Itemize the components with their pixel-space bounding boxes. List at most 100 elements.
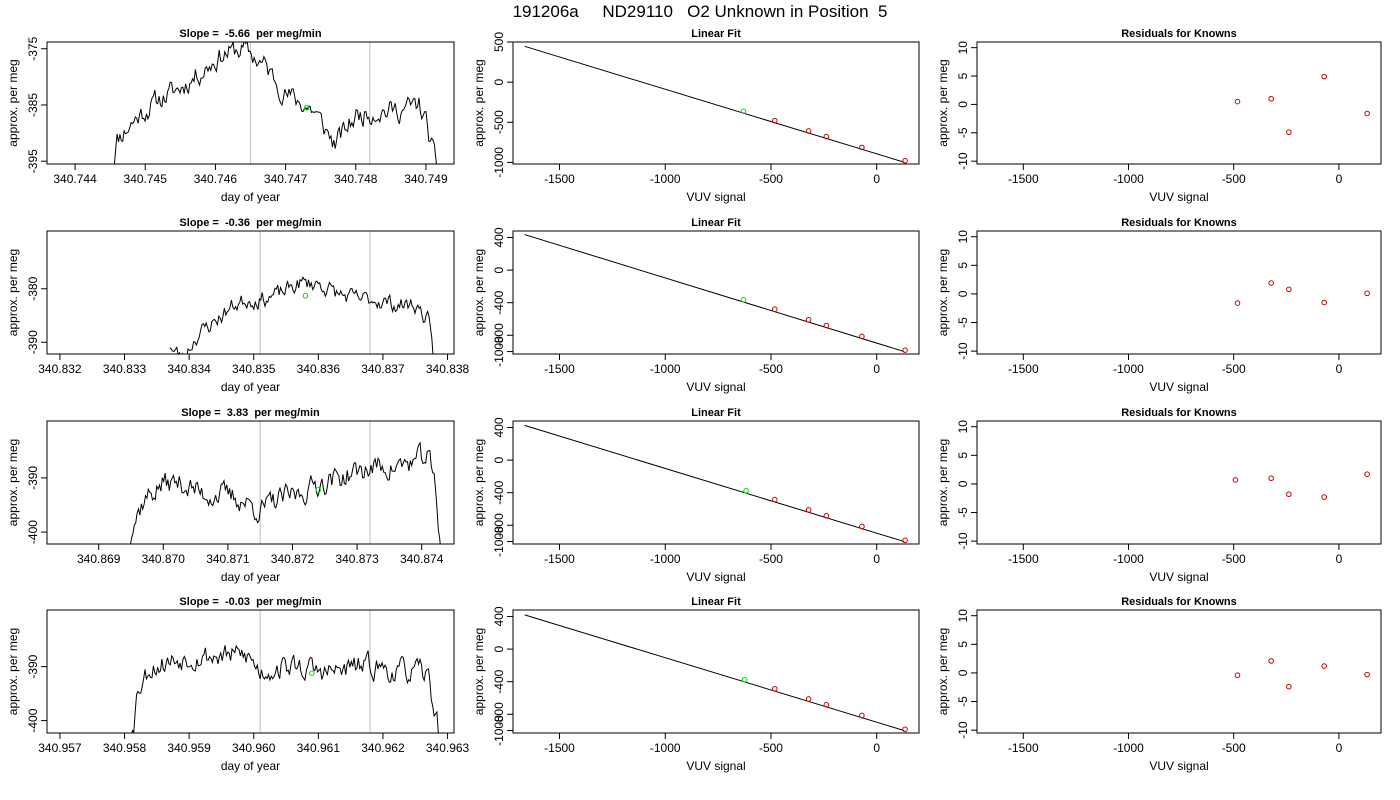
y-tick-label: -5: [956, 507, 970, 518]
y-axis-label: approx. per meg: [936, 249, 950, 336]
panel-11: Linear Fit-1500 -1000 -500 0-1000-800-40004…: [472, 596, 920, 773]
y-tick-label: -5: [956, 317, 970, 328]
panel-2: Linear Fit -1500 -1000 -500 0 -1000 -500 0 500 VU…: [472, 28, 920, 204]
y-tick-label: 0: [956, 101, 970, 108]
y-tick-label: 10: [956, 41, 970, 55]
known-point: [771, 117, 778, 124]
x-tick-label: 0: [1336, 741, 1343, 755]
y-tick-label: -400: [26, 708, 40, 732]
x-tick-label: 340.832: [38, 362, 82, 376]
y-tick-label: -400: [492, 669, 506, 693]
plot-frame: [46, 420, 455, 545]
x-tick-label: -1500: [1008, 172, 1039, 186]
signal-trace: [131, 644, 440, 733]
plot-area: [1234, 280, 1370, 306]
known-point: [859, 712, 865, 719]
unknown-point: [743, 488, 749, 494]
x-axis-label: day of year: [221, 190, 280, 204]
unknown-average-marker: [309, 670, 315, 676]
plot-frame: [46, 41, 455, 165]
known-point: [823, 133, 830, 140]
known-point: [902, 347, 908, 353]
y-tick-label: -5: [956, 127, 970, 138]
x-tick-label: -1000: [650, 172, 681, 186]
known-point: [902, 537, 908, 544]
y-tick-label: -400: [492, 480, 506, 504]
panel-9: Residuals for Knowns -1500 -1000 -500 0 -10 -5…: [936, 407, 1382, 584]
x-axis-label: VUV signal: [686, 190, 745, 204]
x-tick-label: 340.834: [167, 362, 211, 376]
x-axis-label: day of year: [221, 380, 280, 394]
y-tick-label: -375: [26, 36, 40, 60]
unknown-average-marker: [315, 487, 322, 493]
panel-title: Residuals for Knowns: [1121, 217, 1237, 229]
plot-area: [524, 614, 908, 733]
x-tick-label: 340.963: [426, 741, 470, 755]
y-tick-label: -5: [956, 696, 970, 707]
residual-point: [1321, 494, 1327, 500]
x-axis-label: day of year: [221, 759, 280, 773]
unknown-average-marker: [302, 292, 309, 299]
x-tick-label: -500: [1222, 362, 1246, 376]
x-tick-label: 0: [873, 552, 880, 566]
figure-title: 191206a ND29110 O2 Unknown in Position 5: [513, 2, 888, 21]
residual-point: [1364, 471, 1370, 478]
residual-point: [1268, 280, 1274, 286]
known-point: [805, 696, 812, 702]
y-tick-label: 10: [956, 230, 970, 244]
y-tick-label: 5: [956, 641, 970, 648]
plot-area: [524, 45, 908, 164]
y-axis-label: approx. per meg: [6, 439, 20, 526]
plot-area: [129, 421, 441, 544]
panel-title: Residuals for Knowns: [1121, 407, 1237, 419]
y-tick-label: 500: [492, 32, 506, 52]
x-tick-label: -1500: [1008, 552, 1039, 566]
x-tick-label: 0: [873, 741, 880, 755]
x-tick-label: 340.747: [264, 172, 308, 186]
y-tick-label: 10: [956, 420, 970, 434]
plot-area: [113, 42, 437, 164]
known-point: [771, 306, 778, 312]
y-axis-label: approx. per meg: [936, 59, 950, 146]
x-tick-label: 340.836: [297, 362, 341, 376]
x-tick-label: 0: [1336, 552, 1343, 566]
x-tick-label: 340.962: [361, 741, 405, 755]
x-axis-label: VUV signal: [1149, 190, 1208, 204]
residual-point: [1286, 129, 1292, 136]
x-axis-label: VUV signal: [686, 570, 745, 584]
plot-area: [131, 610, 440, 733]
x-tick-label: 340.835: [232, 362, 276, 376]
y-tick-label: 10: [956, 609, 970, 623]
plot-frame: [46, 609, 455, 734]
plot-frame: [512, 609, 920, 734]
known-point: [859, 144, 865, 151]
known-point: [859, 523, 865, 530]
y-tick-label: 5: [956, 262, 970, 269]
x-tick-label: 340.748: [334, 172, 378, 186]
x-tick-label: -1000: [650, 362, 681, 376]
y-tick-label: -390: [26, 330, 40, 354]
y-tick-label: -395: [26, 149, 40, 173]
x-tick-label: -1500: [544, 362, 575, 376]
y-axis-label: approx. per meg: [6, 249, 20, 336]
plot-area: [169, 231, 434, 354]
y-tick-label: -500: [492, 110, 506, 134]
x-axis-label: day of year: [221, 570, 280, 584]
known-point: [805, 507, 812, 513]
panel-6: Residuals for Knowns -1500 -1000 -500 0 -10 -5…: [936, 217, 1382, 394]
y-tick-label: -1000: [492, 715, 506, 746]
signal-trace: [169, 276, 434, 354]
y-tick-label: -390: [26, 654, 40, 678]
y-tick-label: 0: [492, 456, 506, 463]
x-tick-label: -500: [1222, 172, 1246, 186]
plot-frame: [976, 420, 1382, 545]
panel-4: Slope = -0.36 per meg/min 340.832 340.833 3…: [6, 217, 470, 394]
residual-point: [1321, 73, 1327, 80]
plot-frame: [512, 41, 920, 165]
y-tick-label: 400: [492, 227, 506, 247]
y-axis-label: approx. per meg: [472, 249, 486, 336]
x-tick-label: 340.872: [271, 552, 315, 566]
y-tick-label: -1000: [492, 526, 506, 557]
x-axis-label: VUV signal: [1149, 380, 1208, 394]
